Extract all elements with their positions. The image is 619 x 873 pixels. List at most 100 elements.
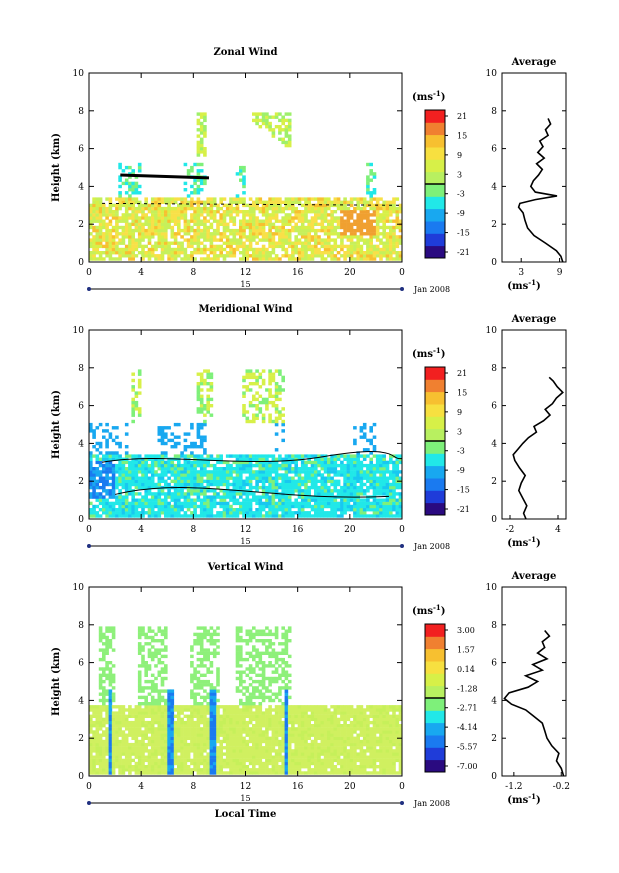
- field-cell: [362, 432, 367, 436]
- field-cell: [95, 257, 100, 261]
- field-cell: [268, 511, 272, 515]
- field-cell: [164, 498, 168, 502]
- field-cell: [362, 210, 367, 214]
- field-cell: [108, 514, 113, 518]
- field-cell: [102, 642, 106, 646]
- field-cell: [167, 247, 171, 252]
- field-cell: [177, 765, 181, 769]
- field-cell: [278, 235, 282, 239]
- field-cell: [242, 219, 246, 223]
- field-cell: [111, 765, 116, 769]
- field-cell: [128, 714, 132, 718]
- field-cell: [297, 511, 302, 515]
- field-cell: [336, 219, 341, 223]
- field-cell: [340, 244, 344, 249]
- field-cell: [154, 720, 158, 725]
- field-cell: [173, 492, 178, 496]
- field-cell: [265, 232, 269, 236]
- field-cell: [92, 711, 96, 715]
- field-cell: [183, 730, 188, 734]
- field-cell: [281, 244, 285, 249]
- field-cell: [164, 451, 168, 455]
- field-cell: [235, 213, 240, 217]
- field-cell: [385, 498, 390, 502]
- field-cell: [154, 705, 158, 709]
- field-cell: [92, 216, 96, 220]
- field-cell: [147, 679, 152, 684]
- field-cell: [258, 232, 263, 236]
- field-cell: [209, 482, 214, 487]
- field-cell: [196, 422, 201, 427]
- field-cell: [327, 476, 331, 480]
- field-cell: [209, 642, 214, 646]
- field-cell: [173, 467, 178, 471]
- field-cell: [258, 495, 263, 499]
- field-cell: [186, 476, 191, 480]
- average-x-tick-label: -2: [506, 525, 515, 535]
- field-cell: [105, 216, 109, 220]
- field-cell: [206, 210, 210, 214]
- field-cell: [392, 476, 396, 480]
- field-cell: [274, 432, 279, 436]
- field-cell: [150, 463, 155, 468]
- field-cell: [206, 407, 210, 411]
- field-cell: [150, 206, 155, 211]
- field-cell: [382, 479, 386, 483]
- field-cell: [265, 479, 269, 483]
- field-cell: [346, 254, 351, 258]
- field-cell: [164, 504, 168, 509]
- field-cell: [196, 642, 201, 646]
- field-cell: [128, 724, 132, 728]
- field-cell: [297, 482, 302, 487]
- field-cell: [242, 407, 246, 411]
- field-cell: [193, 632, 197, 637]
- field-cell: [245, 482, 250, 487]
- field-cell: [346, 508, 351, 512]
- field-cell: [147, 225, 152, 230]
- field-cell: [160, 476, 165, 480]
- field-cell: [167, 742, 171, 747]
- field-cell: [115, 222, 119, 226]
- field-cell: [102, 679, 106, 684]
- field-cell: [222, 228, 227, 233]
- field-cell: [115, 727, 119, 731]
- field-cell: [304, 213, 308, 217]
- field-cell: [242, 413, 246, 417]
- field-cell: [147, 482, 152, 487]
- field-cell: [193, 473, 197, 477]
- field-cell: [297, 508, 302, 512]
- field-cell: [255, 479, 259, 483]
- field-cell: [225, 241, 230, 245]
- field-cell: [186, 203, 191, 208]
- field-cell: [199, 626, 204, 630]
- field-cell: [362, 222, 367, 226]
- field-cell: [167, 758, 171, 763]
- field-cell: [297, 228, 302, 233]
- field-cell: [89, 210, 93, 214]
- field-cell: [356, 235, 360, 239]
- field-cell: [154, 504, 158, 509]
- field-cell: [284, 463, 289, 468]
- field-cell: [359, 463, 364, 468]
- field-cell: [349, 457, 354, 461]
- field-cell: [102, 235, 106, 239]
- field-cell: [362, 200, 367, 204]
- field-cell: [209, 689, 214, 693]
- field-cell: [180, 755, 184, 759]
- field-cell: [196, 632, 201, 637]
- field-cell: [160, 241, 165, 245]
- field-cell: [389, 501, 393, 506]
- field-cell: [320, 463, 325, 468]
- field-cell: [89, 206, 93, 211]
- field-cell: [278, 225, 282, 230]
- field-cell: [157, 244, 162, 249]
- field-cell: [353, 485, 357, 490]
- field-cell: [349, 504, 354, 509]
- field-cell: [167, 244, 171, 249]
- field-cell: [167, 504, 171, 509]
- field-cell: [137, 369, 142, 373]
- field-cell: [157, 460, 162, 465]
- field-cell: [124, 470, 129, 474]
- field-cell: [196, 118, 201, 123]
- field-cell: [154, 203, 158, 208]
